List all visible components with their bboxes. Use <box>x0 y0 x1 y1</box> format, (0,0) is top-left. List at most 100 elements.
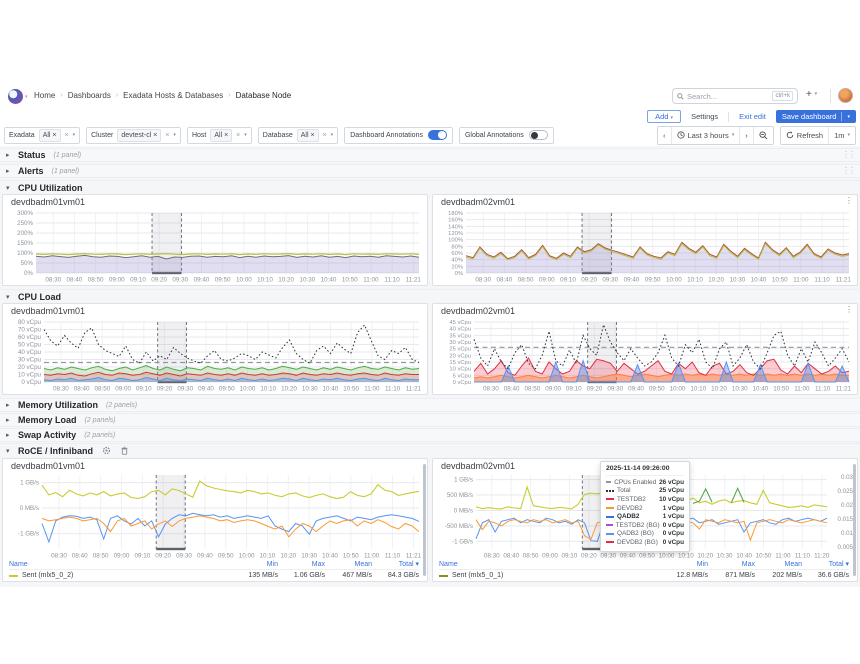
panel-menu-icon[interactable]: ⋮ <box>845 196 853 205</box>
toggle-on[interactable] <box>427 130 447 140</box>
svg-text:09:30: 09:30 <box>177 386 193 393</box>
svg-text:11:10: 11:10 <box>385 553 401 560</box>
refresh-button[interactable]: Refresh <box>780 126 829 144</box>
col-min[interactable]: Min <box>266 560 278 568</box>
svg-text:10 vCpu: 10 vCpu <box>18 372 42 379</box>
exit-edit-button[interactable]: Exit edit <box>739 112 766 121</box>
drag-handle-icon[interactable]: ⋮⋮ <box>842 150 856 159</box>
row-memory-load[interactable]: ▸ Memory Load (2 panels) <box>0 413 860 427</box>
panel-title[interactable]: devdbadm01vm01 <box>11 461 86 471</box>
col-min[interactable]: Min <box>696 560 708 568</box>
cpu-load-vm02-chart[interactable]: 08:30 08:40 08:50 09:00 09:10 09:20 09:30 09:40… <box>436 319 854 393</box>
scrollbar[interactable] <box>853 464 856 576</box>
clear-icon[interactable]: × <box>236 131 241 139</box>
refresh-interval-picker[interactable]: 1m ▾ <box>828 126 855 144</box>
legend-row-sent[interactable]: Sent (mlx5_0_2) 135 MB/s 1.06 GB/s 467 M… <box>9 569 419 581</box>
svg-text:10:20: 10:20 <box>697 553 713 560</box>
svg-text:08:50: 08:50 <box>88 277 104 284</box>
panel-title[interactable]: devdbadm02vm01 <box>441 306 516 316</box>
chevron-down-icon: ▾ <box>670 115 674 121</box>
row-swap-activity[interactable]: ▸ Swap Activity (2 panels) <box>0 428 860 442</box>
roce-vm01-chart[interactable]: 08:30 08:40 08:50 09:00 09:10 09:20 09:30 09:40… <box>6 472 424 560</box>
svg-text:20 vCpu: 20 vCpu <box>18 364 42 371</box>
filter-exadata[interactable]: Exadata All × × ▾ <box>4 126 81 144</box>
add-button[interactable]: Add ▾ <box>647 110 682 123</box>
dashboard-annotations-toggle[interactable]: Dashboard Annotations <box>344 126 453 144</box>
svg-text:11:00: 11:00 <box>364 553 380 560</box>
settings-button[interactable]: Settings <box>691 112 719 121</box>
svg-text:09:30: 09:30 <box>607 386 623 393</box>
svg-text:1 GB/s: 1 GB/s <box>20 480 39 487</box>
cpu-load-vm01-chart[interactable]: 08:30 08:40 08:50 09:00 09:10 09:20 09:30 09:40… <box>6 319 424 393</box>
svg-text:0%: 0% <box>455 271 463 277</box>
cpu-util-vm01-chart[interactable]: 08:30 08:40 08:50 09:00 09:10 09:20 09:30 09:40… <box>6 210 424 284</box>
legend-header: Name Min Max Mean Total ▾ <box>9 559 419 569</box>
svg-text:180%: 180% <box>448 211 463 217</box>
panel-title[interactable]: devdbadm02vm01 <box>441 461 516 471</box>
filter-cluster[interactable]: Cluster devtest-cl × × ▾ <box>86 126 181 144</box>
col-max[interactable]: Max <box>741 560 755 568</box>
svg-text:10:10: 10:10 <box>687 277 703 284</box>
svg-text:10:00: 10:00 <box>236 277 252 284</box>
clear-icon[interactable]: × <box>64 131 69 139</box>
chevron-down-icon: ▾ <box>6 293 10 301</box>
filter-host[interactable]: Host All × × ▾ <box>186 126 252 144</box>
breadcrumb-home[interactable]: Home <box>34 91 56 100</box>
panel-cpu-util-vm02: devdbadm02vm01 ⋮ 08:30 08:40 08:50 09:00 09:… <box>432 194 858 286</box>
zoom-out-button[interactable] <box>752 126 773 144</box>
panel-title[interactable]: devdbadm02vm01 <box>441 197 516 207</box>
drag-handle-icon[interactable]: ⋮⋮ <box>842 166 856 175</box>
col-mean[interactable]: Mean <box>784 560 802 568</box>
svg-text:10:50: 10:50 <box>772 277 788 284</box>
col-name[interactable]: Name <box>9 560 28 568</box>
global-annotations-toggle[interactable]: Global Annotations <box>458 126 554 144</box>
col-max[interactable]: Max <box>311 560 325 568</box>
row-cpu-load[interactable]: ▾ CPU Load <box>0 289 860 303</box>
svg-text:11:21: 11:21 <box>836 386 852 393</box>
toggle-off[interactable] <box>528 130 548 140</box>
svg-text:10:10: 10:10 <box>257 277 273 284</box>
chevron-right-icon: ▸ <box>6 152 10 159</box>
svg-text:09:20: 09:20 <box>157 386 173 393</box>
legend-row-sent[interactable]: Sent (mlx5_0_1) 12.8 MB/s 871 MB/s 202 M… <box>439 569 849 581</box>
panel-title[interactable]: devdbadm01vm01 <box>11 197 86 207</box>
svg-text:09:50: 09:50 <box>649 386 665 393</box>
scrollbar[interactable] <box>423 464 426 576</box>
time-range-picker[interactable]: Last 3 hours ▾ <box>670 126 740 144</box>
breadcrumb-folder[interactable]: Exadata Hosts & Databases <box>123 91 224 100</box>
tooltip-row: QADB2 (BG) 0 vCpu <box>606 530 684 539</box>
cpu-util-vm02-chart[interactable]: 08:30 08:40 08:50 09:00 09:10 09:20 09:30 09:40… <box>436 210 854 284</box>
time-forward-button[interactable]: › <box>739 126 753 144</box>
svg-text:10:50: 10:50 <box>756 553 772 560</box>
col-total[interactable]: Total ▾ <box>828 561 849 568</box>
col-mean[interactable]: Mean <box>354 560 372 568</box>
row-alerts[interactable]: ▸ Alerts (1 panel) ⋮⋮ <box>0 164 860 178</box>
svg-text:40 vCpu: 40 vCpu <box>18 349 42 356</box>
breadcrumb-dashboards[interactable]: Dashboards <box>67 91 111 100</box>
col-name[interactable]: Name <box>439 560 458 568</box>
search-input[interactable]: Search... ctrl+k <box>672 88 798 104</box>
row-memory-utilization[interactable]: ▸ Memory Utilization (2 panels) <box>0 398 860 412</box>
clear-icon[interactable]: × <box>165 131 170 139</box>
svg-text:0 vCpu: 0 vCpu <box>21 379 41 386</box>
svg-text:11:10: 11:10 <box>795 553 811 560</box>
trash-icon[interactable] <box>120 446 129 455</box>
org-logo-icon[interactable] <box>8 89 23 104</box>
svg-text:08:30: 08:30 <box>483 386 499 393</box>
clear-icon[interactable]: × <box>322 131 327 139</box>
panel-menu-icon[interactable]: ⋮ <box>845 305 853 314</box>
svg-text:60%: 60% <box>451 251 463 257</box>
row-cpu-utilization[interactable]: ▾ CPU Utilization <box>0 180 860 194</box>
row-status[interactable]: ▸ Status (1 panel) ⋮⋮ <box>0 148 860 162</box>
svg-text:25 vCpu: 25 vCpu <box>449 347 471 353</box>
save-dashboard-button[interactable]: Save dashboard ▾ <box>775 110 856 123</box>
new-button[interactable]: + ▾ <box>806 89 818 100</box>
col-total[interactable]: Total ▾ <box>398 561 419 568</box>
zoom-out-icon <box>759 130 768 139</box>
filter-database[interactable]: Database All × × ▾ <box>257 126 339 144</box>
gear-icon[interactable] <box>102 446 111 455</box>
user-avatar[interactable] <box>838 88 853 103</box>
row-roce-infiniband[interactable]: ▾ RoCE / Infiniband <box>0 443 860 457</box>
time-back-button[interactable]: ‹ <box>658 126 671 144</box>
panel-title[interactable]: devdbadm01vm01 <box>11 306 86 316</box>
